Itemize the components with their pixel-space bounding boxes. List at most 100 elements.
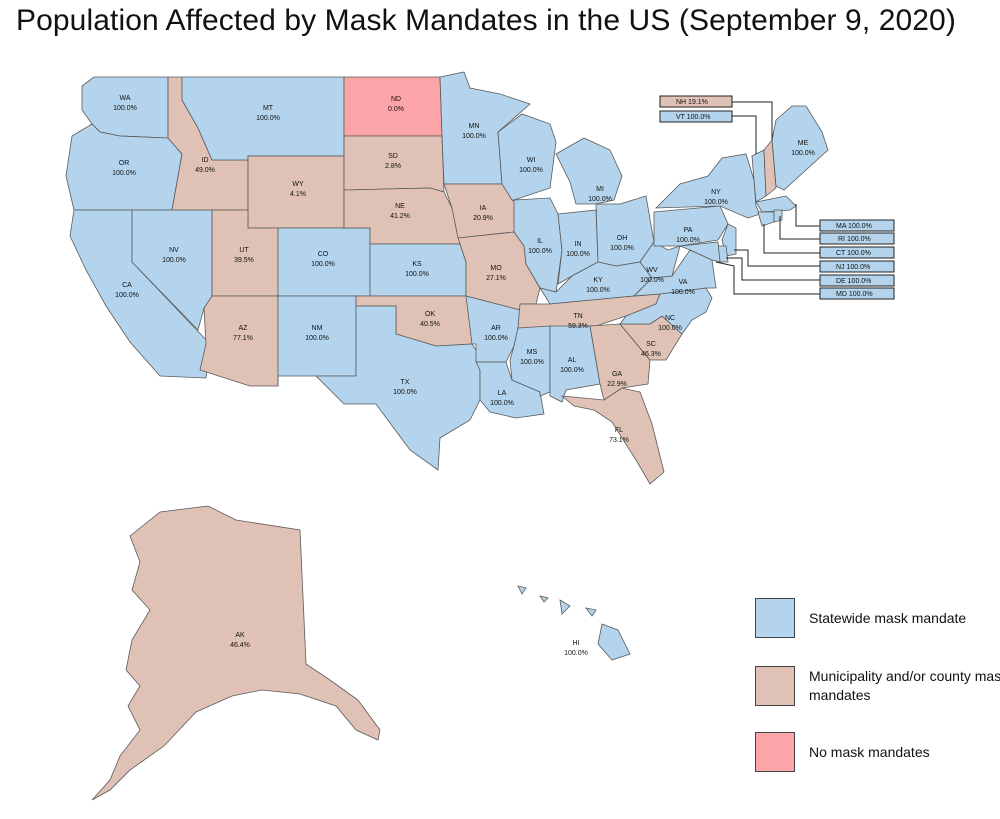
leader-line-ma [795,204,820,227]
state-value-wv: 100.0% [640,277,664,284]
state-value-ks: 100.0% [405,271,429,278]
state-label-ks: KS [412,261,422,268]
state-label-al: AL [568,357,577,364]
state-label-tn: TN [573,313,582,320]
state-value-nm: 100.0% [305,335,329,342]
hawaii-island-3 [585,607,597,617]
callout-label-md: MD 100.0% [836,291,873,298]
state-value-la: 100.0% [490,400,514,407]
callout-label-ma: MA 100.0% [836,223,872,230]
page-title: Population Affected by Mask Mandates in … [16,4,956,37]
state-label-va: VA [679,279,688,286]
state-label-sd: SD [388,153,398,160]
state-value-va: 100.0% [671,289,695,296]
hawaii-island-4 [597,623,631,661]
state-label-il: IL [537,238,543,245]
legend-swatch-none [755,732,795,772]
state-value-al: 100.0% [560,367,584,374]
leader-line-vt [732,115,757,154]
state-value-nc: 100.0% [658,325,682,332]
legend-label-none: No mask mandates [809,743,930,760]
state-md [679,241,721,263]
callout-box-ma [819,219,895,232]
state-value-ar: 100.0% [484,335,508,342]
hawaii-island-1 [517,585,527,595]
legend-label-municipal: Municipality and/or county mask mandates [809,668,1000,703]
state-ma [755,195,797,213]
state-value-ia: 20.9% [473,215,493,222]
state-value-tn: 59.3% [568,323,588,330]
state-value-sd: 2.8% [385,163,401,170]
state-value-mn: 100.0% [462,133,486,140]
legend-item-statewide: Statewide mask mandate [755,598,1000,638]
hawaii-island-2 [539,595,549,603]
callout-label-nh: NH 19.1% [676,99,708,106]
leader-line-de [726,257,820,281]
state-label-ut: UT [239,247,249,254]
state-value-wa: 100.0% [113,105,137,112]
state-label-ga: GA [612,371,622,378]
state-fl [560,387,665,485]
state-ak [91,505,381,801]
callout-label-ri: RI 100.0% [838,236,871,243]
callout-label-de: DE 100.0% [836,278,871,285]
state-label-wv: WV [646,267,658,274]
state-label-nc: NC [665,315,675,322]
callout-label-ct: CT 100.0% [836,250,871,257]
state-label-or: OR [119,160,130,167]
state-label-sc: SC [646,341,656,348]
state-ct [757,211,775,227]
state-value-pa: 100.0% [676,237,700,244]
state-label-ok: OK [425,311,435,318]
state-label-ar: AR [491,325,501,332]
state-wi [497,113,557,201]
state-value-mo: 27.1% [486,275,506,282]
state-label-ne: NE [395,203,405,210]
state-ri [773,209,783,223]
state-label-in: IN [575,241,582,248]
state-nc [619,287,713,335]
state-label-la: LA [498,390,507,397]
state-mi [555,137,623,205]
state-value-ca: 100.0% [115,292,139,299]
state-label-ms: MS [527,349,538,356]
state-value-hi: 100.0% [564,650,588,657]
callout-box-nj [819,260,895,273]
state-value-ne: 41.2% [390,213,410,220]
state-value-co: 100.0% [311,261,335,268]
state-la [475,361,545,419]
state-label-wi: WI [527,157,536,164]
state-label-pa: PA [684,227,693,234]
state-vt [751,149,767,203]
state-label-nm: NM [312,325,323,332]
state-value-ut: 39.5% [234,257,254,264]
state-value-mt: 100.0% [256,115,280,122]
state-label-me: ME [798,140,809,147]
state-label-nv: NV [169,247,179,254]
callout-box-de [819,274,895,287]
state-value-tx: 100.0% [393,389,417,396]
legend-label-statewide: Statewide mask mandate [809,609,967,626]
state-value-me: 100.0% [791,150,815,157]
state-hi [559,599,571,615]
state-value-or: 100.0% [112,170,136,177]
legend-item-municipal: Municipality and/or county mask mandates [755,666,1000,706]
state-value-ak: 46.4% [230,642,250,649]
legend-swatch-statewide [755,598,795,638]
leader-line-ri [779,216,820,240]
state-value-oh: 100.0% [610,245,634,252]
state-label-oh: OH [617,235,628,242]
state-value-il: 100.0% [528,248,552,255]
state-label-wy: WY [292,181,304,188]
state-label-mt: MT [263,105,274,112]
state-label-mi: MI [596,186,604,193]
callout-label-vt: VT 100.0% [676,114,711,121]
leader-line-md [715,261,820,295]
state-value-ny: 100.0% [704,199,728,206]
state-value-wy: 4.1% [290,191,306,198]
leader-line-nh [732,101,773,140]
states-layer [65,71,829,801]
legend-item-none: No mask mandates [755,732,1000,772]
state-value-mi: 100.0% [588,196,612,203]
